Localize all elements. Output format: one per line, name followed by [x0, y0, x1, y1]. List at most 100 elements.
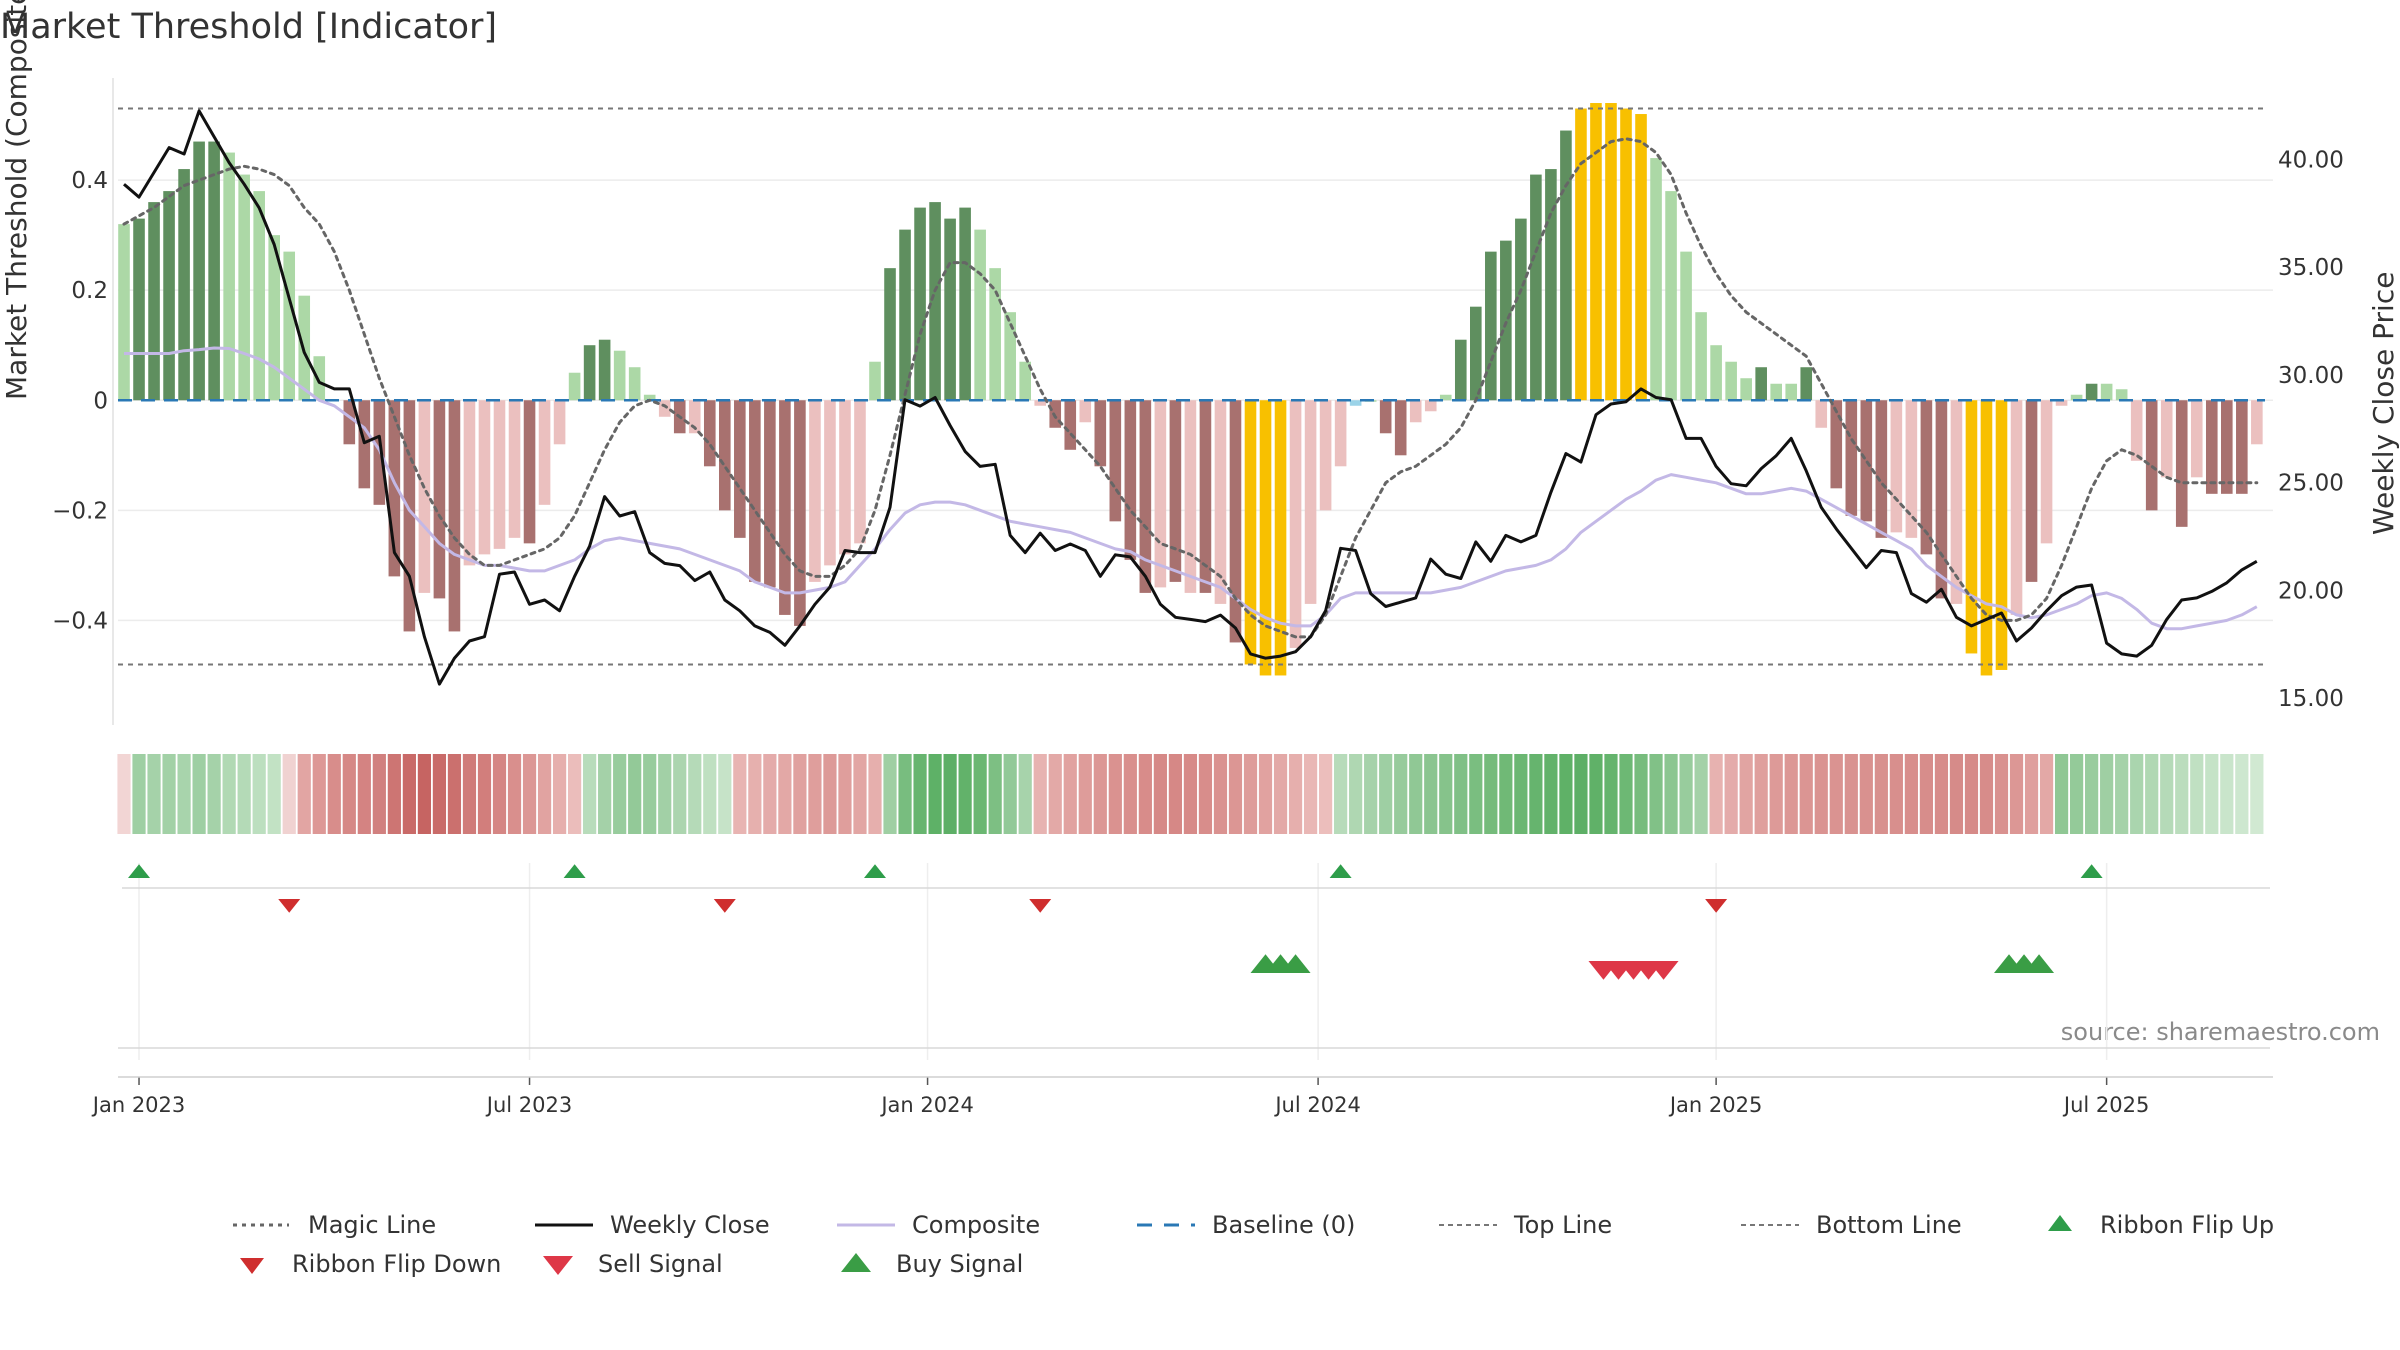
ribbon-cell	[252, 754, 266, 834]
composite-bar	[433, 400, 446, 599]
ribbon-cell	[2175, 754, 2189, 834]
ribbon-cell	[2070, 754, 2084, 834]
ribbon-cell	[958, 754, 972, 834]
ribbon-cell	[1243, 754, 1258, 834]
composite-bar	[734, 400, 746, 538]
ribbon-cell	[1138, 754, 1152, 834]
x-tick-label: Jul 2024	[1273, 1093, 1360, 1117]
ribbon-cell	[748, 754, 762, 834]
ribbon-flip-down-marker	[1705, 899, 1728, 913]
ribbon-cell	[1919, 754, 1933, 834]
composite-bar	[824, 400, 836, 566]
ribbon-cell	[1544, 754, 1558, 834]
legend-swatch	[841, 1253, 871, 1272]
ribbon-cell	[628, 754, 642, 834]
composite-bar	[1244, 400, 1257, 665]
composite-bar	[1349, 400, 1362, 406]
composite-bar	[959, 207, 971, 401]
ribbon-cell	[853, 754, 867, 834]
composite-bar	[2205, 400, 2218, 494]
ribbon-cell	[267, 754, 281, 834]
composite-bar	[1950, 400, 1963, 604]
y2-tick-label: 20.00	[2278, 578, 2344, 604]
composite-bar	[1995, 400, 2008, 670]
ribbon-cell	[1874, 754, 1888, 834]
composite-bar	[2221, 400, 2233, 494]
composite-bar	[1289, 400, 1302, 648]
ribbon-cell	[1904, 754, 1918, 834]
ribbon-cell	[973, 754, 987, 834]
ribbon-flip-up-marker	[864, 864, 886, 878]
ribbon-cell	[2235, 754, 2249, 834]
ribbon-cell	[1574, 754, 1588, 834]
ribbon-cell	[327, 754, 341, 834]
legend-label: Weekly Close	[610, 1211, 770, 1239]
ribbon-cell	[1604, 754, 1618, 834]
composite-bar	[2070, 394, 2083, 401]
composite-bar	[1470, 306, 1482, 401]
weekly-close-line	[123, 109, 2258, 686]
ribbon-cell	[1499, 754, 1513, 834]
ribbon-cell	[417, 754, 431, 834]
y-tick-label: 0.4	[71, 168, 108, 194]
legend-swatch	[240, 1258, 264, 1274]
ribbon-cell	[147, 754, 161, 834]
ribbon-cell	[1754, 754, 1768, 834]
composite-bar	[1650, 158, 1662, 401]
composite-bar	[343, 400, 356, 445]
ribbon-cell	[583, 754, 597, 834]
composite-bar	[1184, 400, 1197, 593]
legend-swatch	[543, 1256, 573, 1275]
ribbon-cell	[1078, 754, 1092, 834]
legend-item-flipup: Ribbon Flip Up	[2048, 1211, 2274, 1239]
ribbon-cell	[2130, 754, 2144, 834]
ribbon-cell	[297, 754, 311, 834]
ribbon-cell	[1679, 754, 1693, 834]
composite-bar	[1710, 345, 1722, 401]
ribbon-cell	[1994, 754, 2009, 834]
y-tick-label: −0.2	[52, 498, 108, 524]
composite-bar	[493, 400, 506, 549]
ribbon-cell	[1168, 754, 1182, 834]
legend-item-top: Top Line	[1439, 1211, 1612, 1239]
ribbon-cell	[387, 754, 401, 834]
legend-label: Ribbon Flip Down	[292, 1250, 501, 1278]
ribbon-cell	[1183, 754, 1198, 834]
axes-layer: 0.4 0.2 0 −0.2 −0.4 40.00 35.00 30.00 25.00 20.00…	[52, 78, 2344, 1117]
ribbon-cell	[1829, 754, 1843, 834]
composite-bar	[884, 268, 896, 401]
legend-label: Ribbon Flip Up	[2100, 1211, 2274, 1239]
ribbon-cell	[1108, 754, 1122, 834]
ribbon-cell	[162, 754, 176, 834]
ribbon-cell	[2220, 754, 2234, 834]
composite-bar	[764, 400, 776, 588]
y2-tick-label: 30.00	[2278, 363, 2344, 389]
ribbon-cell	[2205, 754, 2219, 834]
composite-bar	[313, 356, 326, 401]
ribbon-cell	[868, 754, 882, 834]
ribbon-cell	[1198, 754, 1213, 834]
composite-bar	[1755, 367, 1767, 401]
ribbon-cell	[1303, 754, 1318, 834]
composite-bar	[643, 394, 656, 401]
ribbon-cell	[1424, 754, 1438, 834]
composite-bar	[1064, 400, 1077, 450]
composite-bar	[854, 400, 866, 544]
composite-bar	[283, 251, 296, 401]
ribbon-flip-up-marker	[2080, 864, 2103, 878]
buy-signal-marker	[2024, 954, 2055, 973]
composite-bar	[2025, 400, 2038, 582]
composite-bar	[1665, 191, 1677, 401]
composite-bar	[1890, 400, 1903, 533]
composite-bar	[388, 400, 401, 577]
composite-bar	[1154, 400, 1167, 588]
composite-bar	[118, 224, 130, 401]
ribbon-cell	[898, 754, 912, 834]
ribbon-cell	[1949, 754, 1964, 834]
legend-label: Magic Line	[308, 1211, 436, 1239]
composite-bar	[418, 400, 431, 593]
ribbon-cell	[477, 754, 492, 834]
composite-bar	[463, 400, 476, 566]
composite-bar	[2055, 400, 2068, 406]
